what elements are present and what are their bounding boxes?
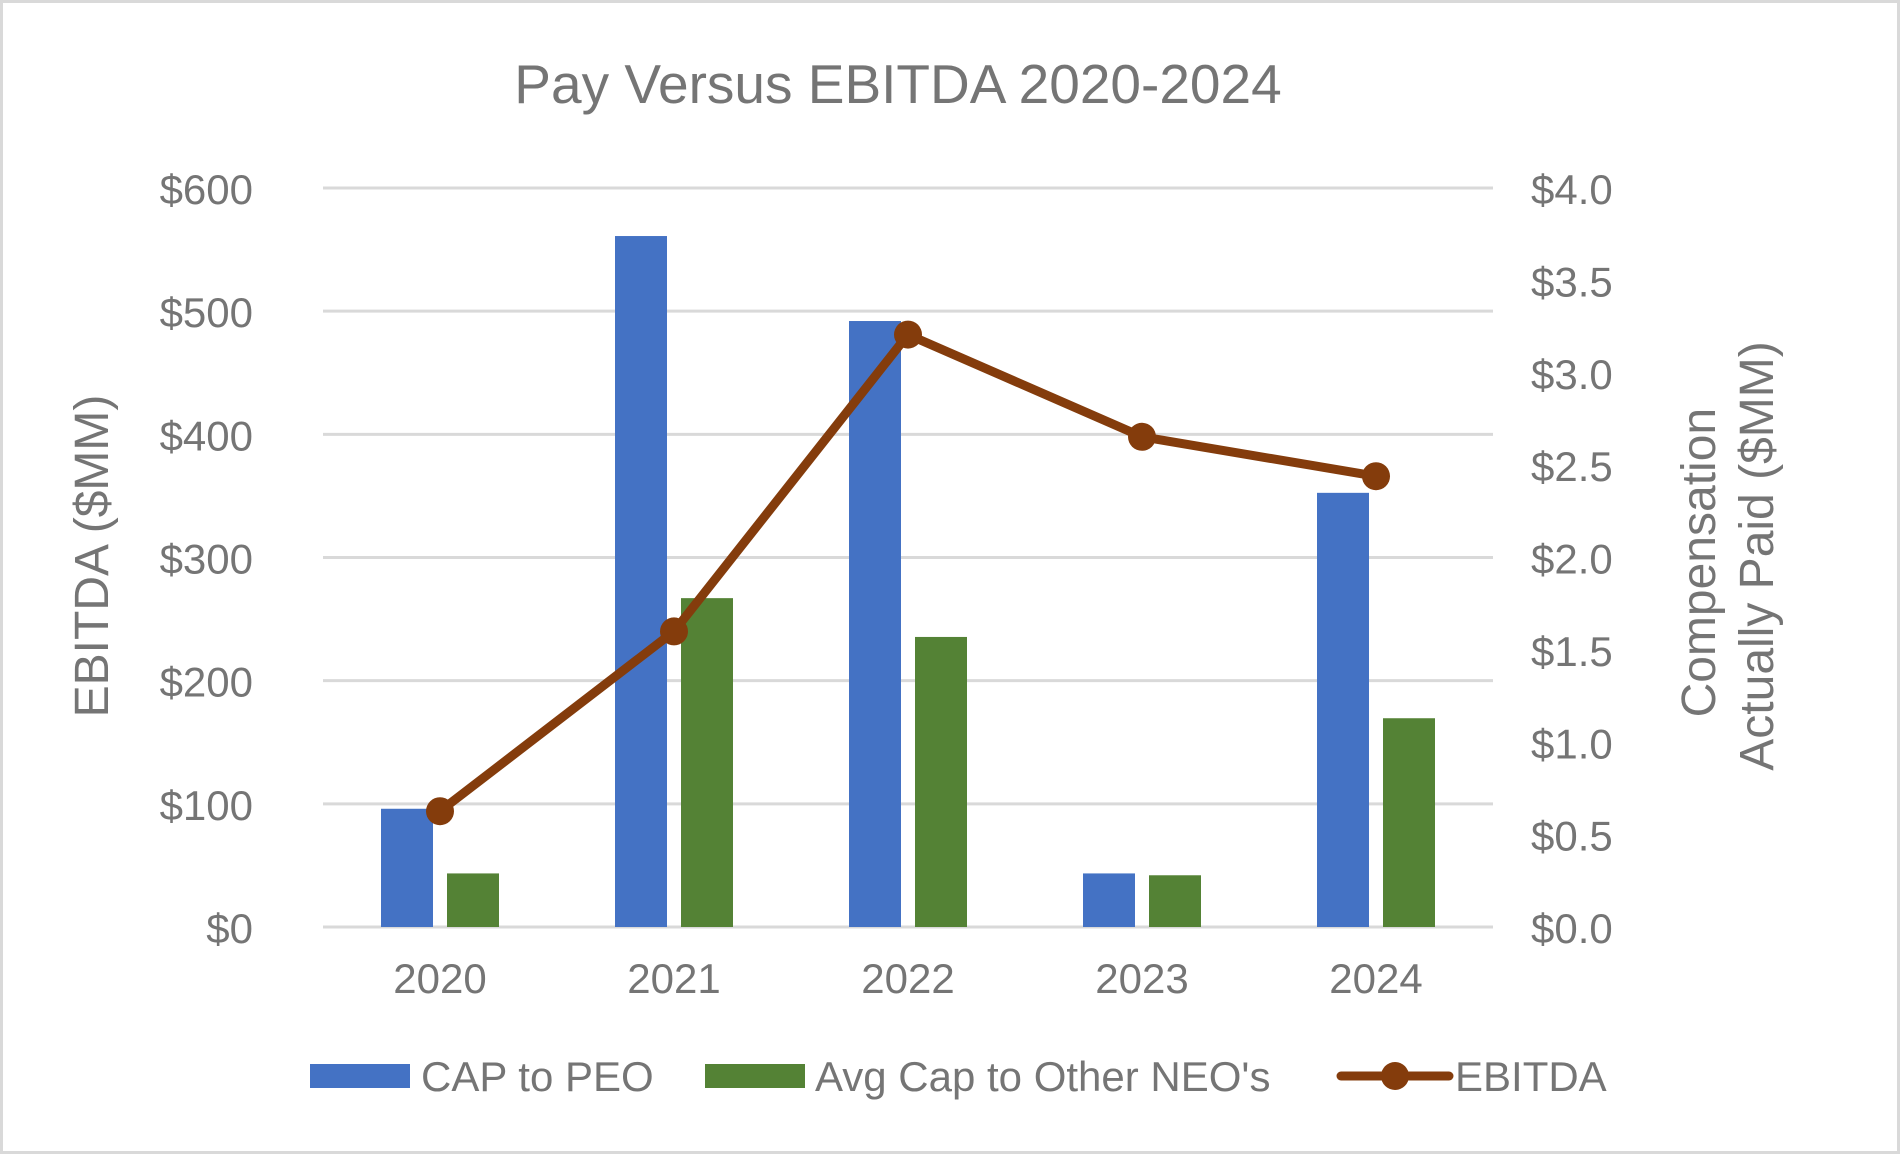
bar-avg-cap-to-other-neo-s-2020 (447, 873, 499, 927)
left-tick-label: $600 (160, 166, 253, 213)
bar-cap-to-peo-2023 (1083, 873, 1135, 927)
x-tick-label: 2021 (627, 955, 720, 1002)
legend-marker-ebitda (1381, 1062, 1409, 1090)
ebitda-point-2021 (660, 617, 688, 646)
ebitda-line-layer (426, 320, 1390, 826)
left-tick-label: $100 (160, 782, 253, 829)
right-tick-label: $1.0 (1531, 720, 1613, 767)
bar-cap-to-peo-2021 (615, 236, 667, 927)
bar-cap-to-peo-2024 (1317, 492, 1369, 927)
bar-avg-cap-to-other-neo-s-2021 (681, 598, 733, 927)
right-tick-label: $4.0 (1531, 166, 1613, 213)
right-tick-label: $0.0 (1531, 905, 1613, 952)
right-tick-label: $2.0 (1531, 536, 1613, 583)
right-tick-label: $3.5 (1531, 258, 1613, 305)
legend-swatch-cap-to-peo (310, 1064, 410, 1088)
x-tick-label: 2020 (393, 955, 486, 1002)
legend-label-avg-cap-to-other-neo-s: Avg Cap to Other NEO's (815, 1053, 1270, 1100)
gridlines (323, 186, 1493, 929)
left-tick-label: $400 (160, 412, 253, 459)
legend-swatch-avg-cap-to-other-neo-s (705, 1064, 805, 1088)
ebitda-point-2020 (426, 797, 454, 826)
bars (381, 236, 1435, 927)
bar-cap-to-peo-2020 (381, 808, 433, 927)
ebitda-point-2024 (1362, 462, 1390, 491)
legend-label-ebitda: EBITDA (1455, 1053, 1607, 1100)
x-axis-ticks: 2020 2021 2022 2023 2024 (393, 955, 1422, 1002)
right-axis-ticks: $0.0 $0.5 $1.0 $1.5 $2.0 $2.5 $3.0 $3.5 $4.0 (1531, 166, 1613, 952)
right-tick-label: $3.0 (1531, 351, 1613, 398)
x-tick-label: 2024 (1329, 955, 1422, 1002)
bar-cap-to-peo-2022 (849, 321, 901, 927)
left-tick-label: $0 (206, 905, 253, 952)
x-tick-label: 2023 (1095, 955, 1188, 1002)
x-tick-label: 2022 (861, 955, 954, 1002)
ebitda-point-2022 (894, 320, 922, 349)
right-tick-label: $0.5 (1531, 813, 1613, 860)
ebitda-line (435, 330, 1381, 816)
chart-title: Pay Versus EBITDA 2020-2024 (514, 53, 1281, 115)
left-tick-label: $500 (160, 289, 253, 336)
right-axis-label: Compensation Actually Paid ($MM) (1673, 341, 1784, 770)
left-tick-label: $300 (160, 536, 253, 583)
right-axis-label-line-1: Compensation (1673, 408, 1726, 718)
legend-label-cap-to-peo: CAP to PEO (421, 1053, 654, 1100)
chart-svg: Pay Versus EBITDA 2020-2024 $0 $100 $200 $3… (66, 53, 1784, 1100)
left-axis-label: EBITDA ($MM) (66, 395, 119, 718)
left-axis-ticks: $0 $100 $200 $300 $400 $500 $600 (160, 166, 253, 952)
right-tick-label: $2.5 (1531, 443, 1613, 490)
left-tick-label: $200 (160, 659, 253, 706)
bar-avg-cap-to-other-neo-s-2023 (1149, 875, 1201, 927)
right-tick-label: $1.5 (1531, 628, 1613, 675)
legend: CAP to PEO Avg Cap to Other NEO's EBITDA (310, 1053, 1607, 1100)
ebitda-point-2023 (1128, 422, 1156, 451)
bar-avg-cap-to-other-neo-s-2024 (1383, 718, 1435, 927)
bar-avg-cap-to-other-neo-s-2022 (915, 636, 967, 927)
right-axis-label-line-2: Actually Paid ($MM) (1731, 341, 1784, 770)
